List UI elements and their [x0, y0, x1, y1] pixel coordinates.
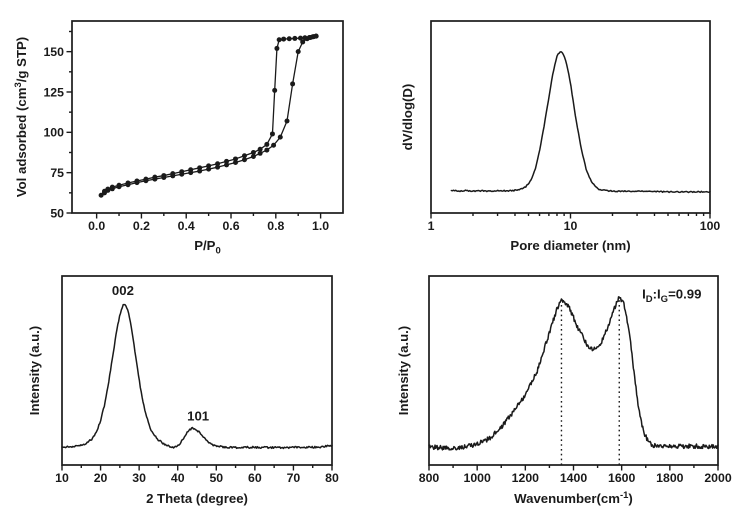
annotation: 002	[112, 283, 134, 298]
x-tick-label: 1.0	[312, 219, 329, 233]
x-tick-label: 800	[419, 471, 440, 485]
series-adsorption-markers	[98, 33, 319, 198]
series-group	[450, 51, 711, 194]
series-group	[428, 296, 719, 451]
x-tick-label: 1800	[656, 471, 684, 485]
x-tick-labels: 1 10 100	[428, 219, 721, 233]
x-tick-label: 20	[94, 471, 108, 485]
y-tick-labels: 50 75 100 125 150	[43, 45, 64, 220]
x-tick-label: 60	[248, 471, 262, 485]
y-tick-label: 100	[43, 126, 64, 140]
x-tick-label: 30	[132, 471, 146, 485]
y-tick-label: 150	[43, 45, 64, 59]
raman-y-axis-title: Intensity (a.u.)	[396, 326, 411, 415]
plot-frame	[430, 20, 711, 214]
series-group	[98, 33, 319, 198]
panel-raman: 800 1000 1200 1400 1600 1800 2000 Wavenumber(cm…	[396, 275, 732, 506]
x-tick-label: 10	[564, 219, 578, 233]
x-tick-label: 1	[428, 219, 435, 233]
plot-frame	[428, 275, 719, 466]
x-tick-label: 70	[287, 471, 301, 485]
isotherm-y-axis-title: Vol adsorbed (cm3/g STP)	[13, 37, 29, 197]
isotherm-x-axis-title: P/P0	[194, 238, 221, 257]
x-tick-label: 1000	[463, 471, 491, 485]
x-tick-label: 0.6	[222, 219, 239, 233]
x-tick-labels: 10 20 30 40 50 60 70 80	[55, 471, 339, 485]
x-tick-labels: 800 1000 1200 1400 1600 1800 2000	[419, 471, 732, 485]
panel-xrd: 10 20 30 40 50 60 70 80 2 Theta (degree) Intensit…	[27, 275, 339, 506]
x-tick-label: 100	[700, 219, 721, 233]
x-tick-label: 0.2	[133, 219, 150, 233]
series-group	[61, 303, 333, 450]
x-tick-label: 80	[325, 471, 339, 485]
pore-x-axis-title: Pore diameter (nm)	[510, 238, 630, 253]
x-tick-label: 1200	[512, 471, 540, 485]
x-tick-label: 40	[171, 471, 185, 485]
plot-frame	[71, 20, 344, 214]
xrd-y-axis-title: Intensity (a.u.)	[27, 326, 42, 415]
x-tick-label: 0.8	[267, 219, 284, 233]
x-tick-label: 1600	[608, 471, 636, 485]
x-tick-label: 0.4	[178, 219, 195, 233]
annotation: ID:IG=0.99	[642, 287, 701, 306]
x-tick-label: 50	[209, 471, 223, 485]
x-tick-label: 0.0	[88, 219, 105, 233]
xrd-x-axis-title: 2 Theta (degree)	[146, 491, 248, 506]
panel-pore: 1 10 100 Pore diameter (nm) dV/dlog(D)	[400, 20, 721, 253]
pore-y-axis-title: dV/dlog(D)	[400, 84, 415, 151]
plot-frame	[61, 275, 333, 466]
x-tick-labels: 0.0 0.2 0.4 0.6 0.8 1.0	[88, 219, 329, 233]
y-tick-label: 50	[50, 206, 64, 220]
series-xrd-pattern	[61, 303, 333, 450]
y-tick-label: 125	[43, 85, 64, 99]
y-tick-label: 75	[50, 166, 64, 180]
series-desorption-markers	[101, 33, 319, 194]
x-axis	[428, 465, 719, 471]
series-raman-spectrum	[428, 296, 719, 451]
x-tick-label: 2000	[704, 471, 732, 485]
raman-x-axis-title: Wavenumber(cm-1)	[514, 490, 633, 506]
x-tick-label: 10	[55, 471, 69, 485]
panel-isotherm: 0.0 0.2 0.4 0.6 0.8 1.0 50 75 100 125 150 P/P0 Vol a…	[13, 20, 344, 257]
series-pore-size-distribution	[450, 51, 711, 194]
x-tick-label: 1400	[560, 471, 588, 485]
annotation: 101	[187, 409, 209, 424]
